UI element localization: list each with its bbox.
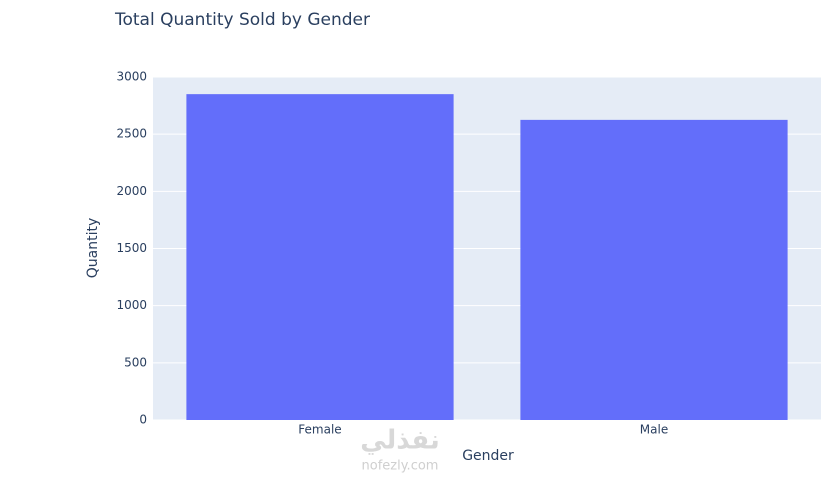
y-tick-label: 2500 — [116, 127, 147, 141]
y-axis-label: Quantity — [85, 218, 101, 279]
y-tick-label: 500 — [124, 355, 147, 369]
watermark: نفذلي — [360, 426, 440, 456]
y-tick-label: 1500 — [116, 241, 147, 255]
y-tick-label: 3000 — [116, 70, 147, 84]
x-axis-label: Gender — [462, 448, 514, 464]
bar — [520, 119, 788, 420]
watermark: nofezly.com — [362, 459, 439, 474]
chart-title: Total Quantity Sold by Gender — [114, 10, 370, 30]
x-tick-label: Male — [640, 423, 668, 437]
x-tick-label: Female — [298, 423, 341, 437]
y-tick-label: 0 — [139, 413, 147, 427]
bar — [186, 94, 454, 421]
y-tick-label: 2000 — [116, 184, 147, 198]
y-tick-label: 1000 — [116, 298, 147, 312]
